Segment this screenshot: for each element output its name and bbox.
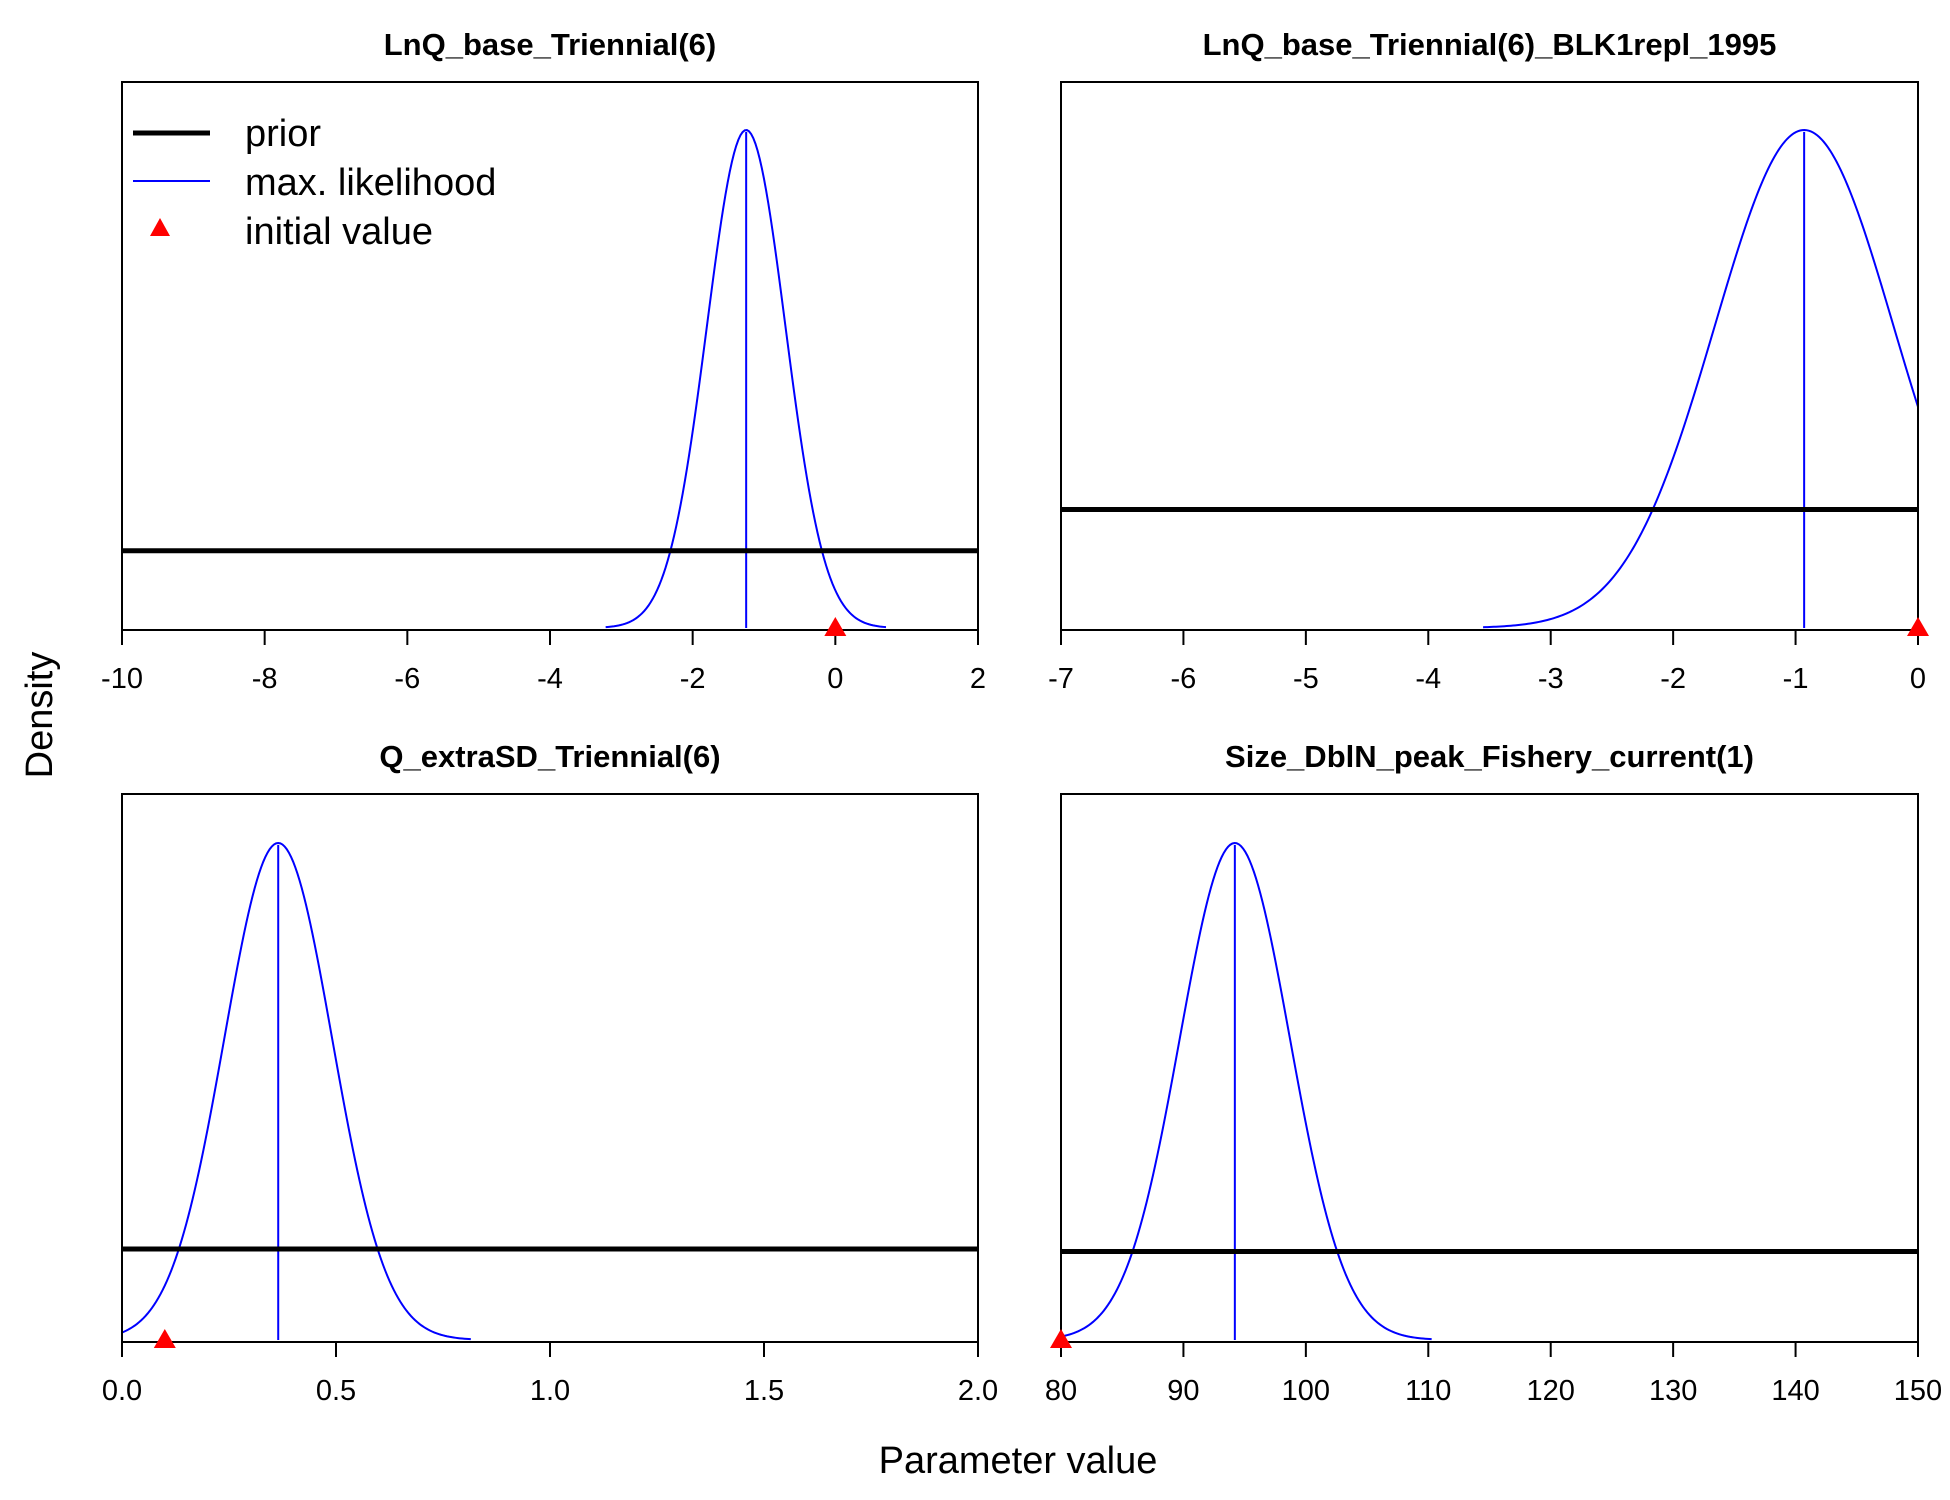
x-tick-label: -6 (1171, 663, 1197, 695)
x-tick-label: 0.5 (316, 1375, 356, 1407)
y-axis-label: Density (19, 652, 61, 779)
x-tick-label: -8 (252, 663, 278, 695)
likelihood-curve (1483, 128, 1918, 629)
x-tick-label: -10 (101, 663, 143, 695)
panel-title: Size_DblN_peak_Fishery_current(1) (1225, 739, 1754, 774)
initial-value-marker (824, 617, 847, 636)
plot-area (122, 841, 978, 1341)
x-tick-label: 150 (1894, 1375, 1942, 1407)
panel-q-extrasd-triennial: Q_extraSD_Triennial(6) 0.0 0.5 1.0 1.5 2.0 (102, 739, 998, 1407)
plot-area (122, 129, 978, 629)
x-tick-label: 2 (970, 663, 986, 695)
legend-initial-label: initial value (245, 211, 433, 253)
x-tick-label: -2 (680, 663, 706, 695)
likelihood-curve (605, 129, 887, 629)
panel-lnq-base-triennial: LnQ_base_Triennial(6) -10 -8 -6 -4 -2 0 2 (101, 27, 986, 695)
plot-frame (1060, 793, 1919, 1343)
panel-lnq-base-triennial-blk1repl: LnQ_base_Triennial(6)_BLK1repl_1995 -7 -6 -… (1048, 27, 1929, 695)
panel-title: LnQ_base_Triennial(6)_BLK1repl_1995 (1203, 27, 1777, 62)
x-tick-label: 80 (1045, 1375, 1077, 1407)
x-tick-label: 1.5 (744, 1375, 784, 1407)
x-tick-label: -4 (1415, 663, 1441, 695)
panel-title: Q_extraSD_Triennial(6) (379, 739, 720, 774)
x-tick-label: 130 (1649, 1375, 1697, 1407)
x-tick-label: 140 (1771, 1375, 1819, 1407)
legend-prior-label: prior (245, 113, 321, 155)
legend-initial-swatch (150, 218, 170, 236)
x-tick-label: 110 (1405, 1375, 1451, 1407)
plot-area (1061, 841, 1918, 1341)
x-tick-label: 1.0 (530, 1375, 570, 1407)
plot-area (1061, 128, 1918, 629)
legend: prior max. likelihood initial value (133, 113, 496, 253)
x-tick-label: -5 (1293, 663, 1319, 695)
x-tick-label: 90 (1167, 1375, 1199, 1407)
plot-frame (1060, 81, 1919, 631)
x-tick-label: 100 (1282, 1375, 1330, 1407)
x-tick-label: 120 (1527, 1375, 1575, 1407)
panel-size-dbln-peak-fishery: Size_DblN_peak_Fishery_current(1) 80 90 100… (1045, 739, 1942, 1407)
x-tick-label: 0 (1910, 663, 1926, 695)
x-tick-label: -3 (1538, 663, 1564, 695)
initial-value-marker (1907, 617, 1929, 636)
panel-title: LnQ_base_Triennial(6) (384, 27, 717, 62)
likelihood-curve (1061, 841, 1432, 1341)
initial-value-marker (1050, 1329, 1072, 1348)
legend-likelihood-label: max. likelihood (245, 162, 496, 204)
x-tick-label: 0 (827, 663, 843, 695)
x-tick-label: -6 (394, 663, 420, 695)
x-tick-label: -7 (1048, 663, 1074, 695)
x-tick-label: -4 (537, 663, 563, 695)
x-tick-label: 0.0 (102, 1375, 142, 1407)
x-tick-label: -1 (1783, 663, 1809, 695)
x-tick-label: 2.0 (958, 1375, 998, 1407)
x-axis-label: Parameter value (879, 1440, 1158, 1482)
x-tick-label: -2 (1660, 663, 1686, 695)
initial-value-marker (153, 1329, 176, 1348)
likelihood-curve (122, 841, 471, 1341)
